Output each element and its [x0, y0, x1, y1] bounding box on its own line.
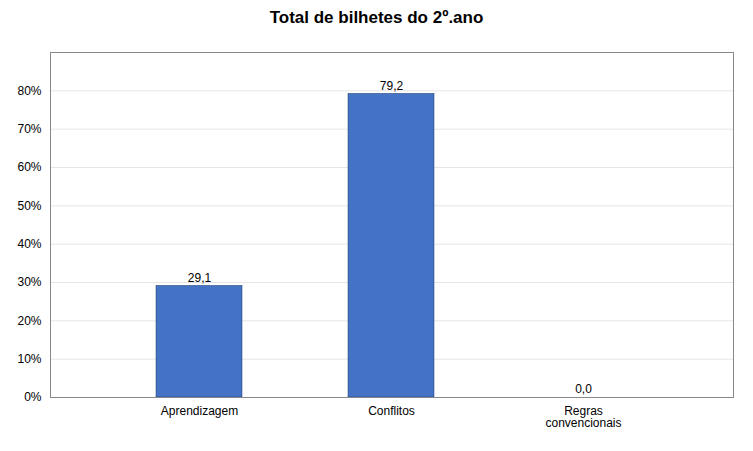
svg-text:20%: 20% — [17, 314, 41, 328]
svg-text:0%: 0% — [24, 390, 42, 404]
svg-text:40%: 40% — [17, 237, 41, 251]
svg-text:50%: 50% — [17, 199, 41, 213]
svg-text:60%: 60% — [17, 160, 41, 174]
svg-text:80%: 80% — [17, 84, 41, 98]
svg-text:Conflitos: Conflitos — [368, 404, 415, 418]
svg-text:0,0: 0,0 — [575, 382, 592, 396]
svg-text:79,2: 79,2 — [380, 79, 404, 93]
svg-text:29,1: 29,1 — [188, 271, 212, 285]
html-text:Total de bilhetes do 2º.ano: Total de bilhetes do 2º.ano — [269, 8, 484, 27]
svg-text:Aprendizagem: Aprendizagem — [161, 404, 238, 418]
svg-text:Regrasconvencionais: Regrasconvencionais — [545, 404, 621, 430]
svg-text:30%: 30% — [17, 275, 41, 289]
svg-text:70%: 70% — [17, 122, 41, 136]
svg-text:10%: 10% — [17, 352, 41, 366]
